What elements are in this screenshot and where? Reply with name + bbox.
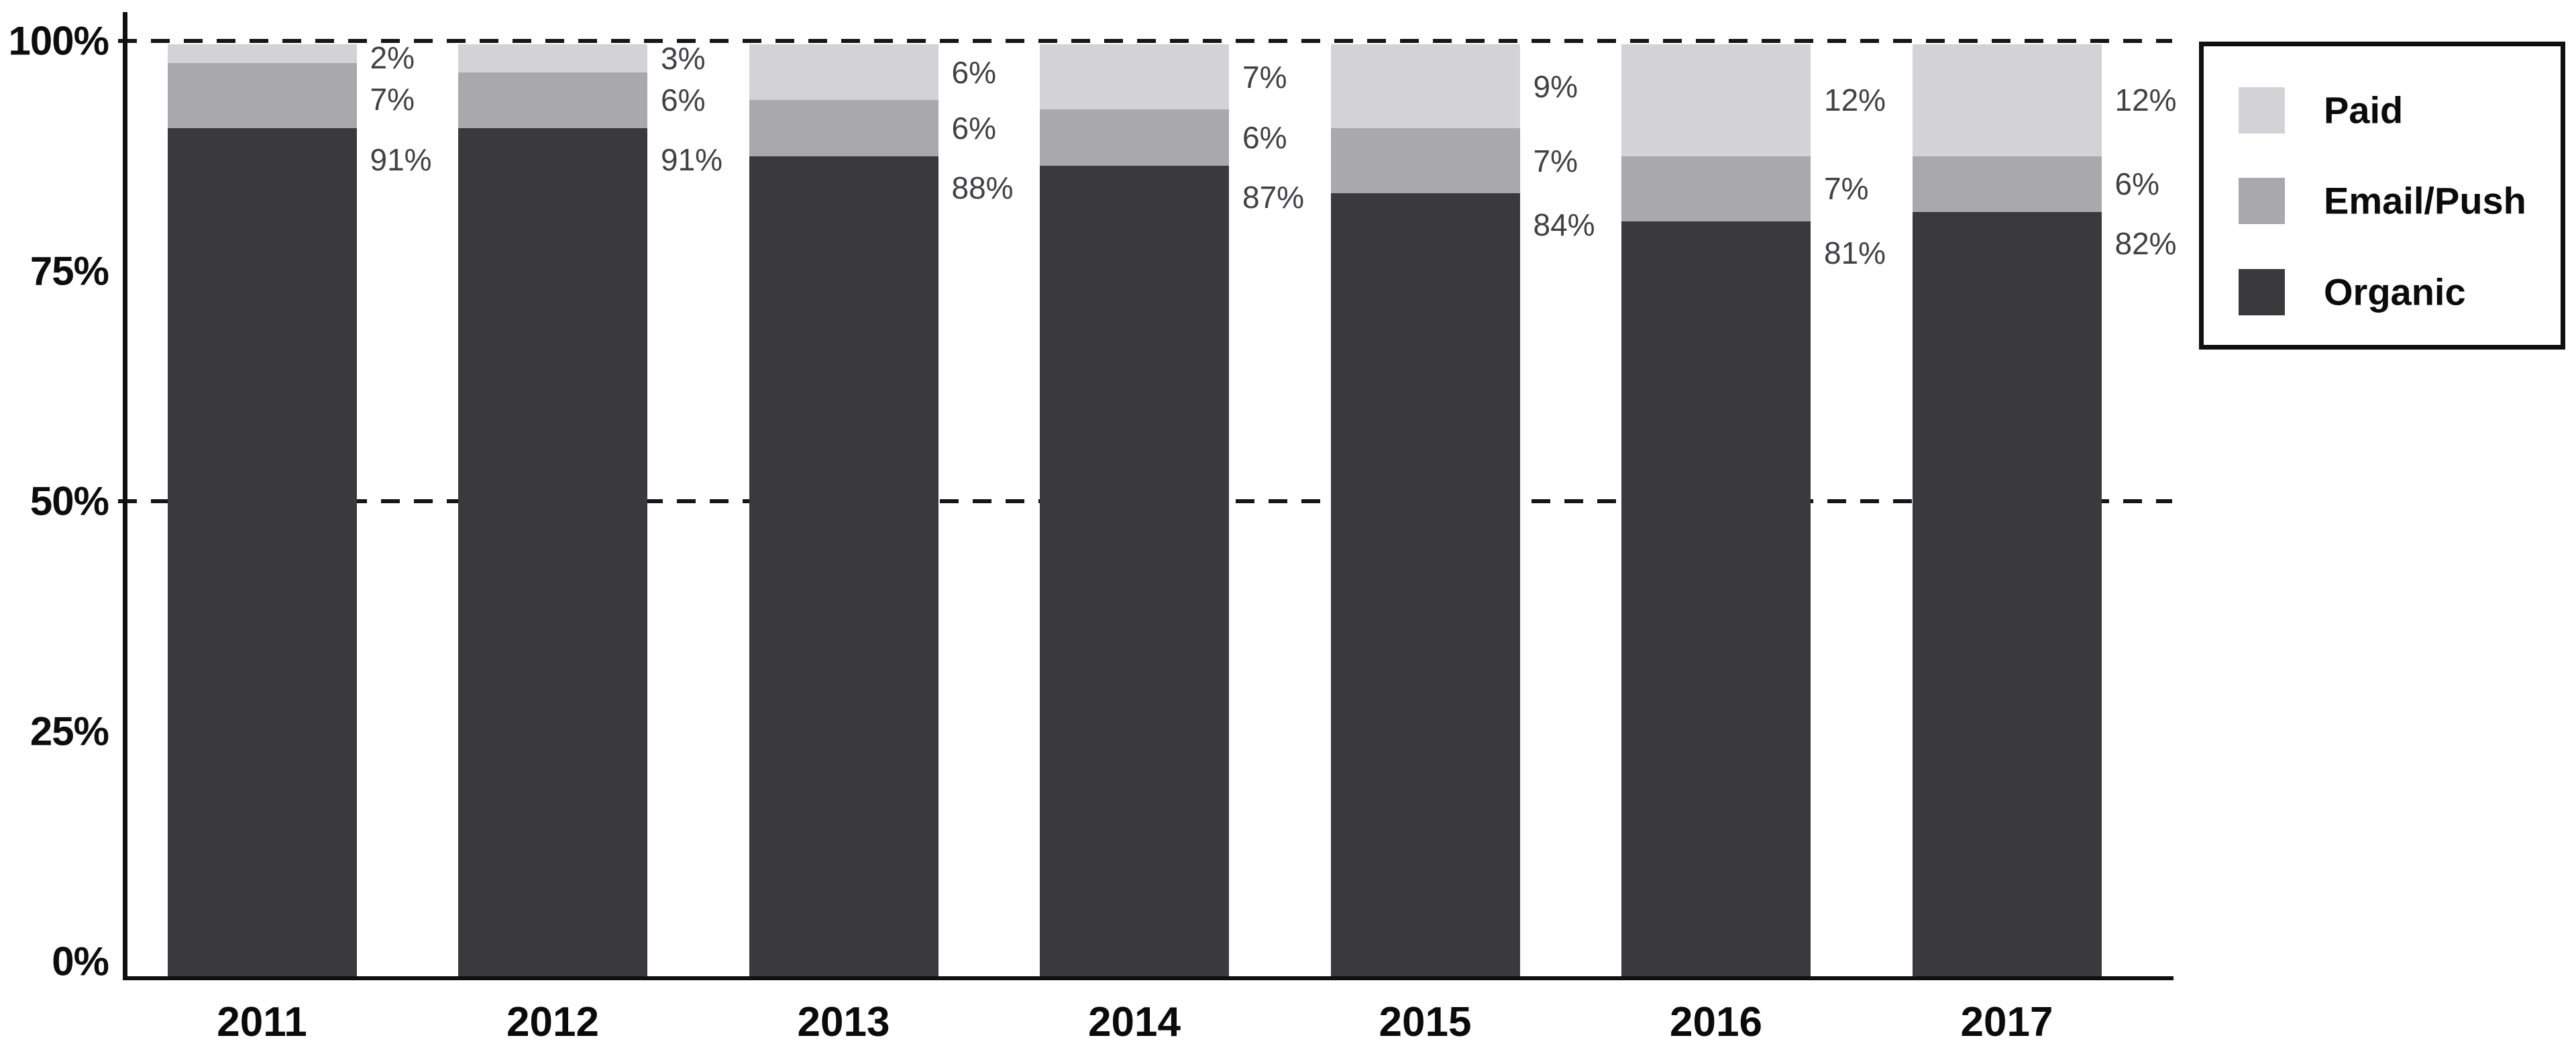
bar-segment-organic-2016 — [1621, 221, 1811, 976]
y-axis-line — [123, 12, 127, 980]
bar-segment-email-push-2014 — [1040, 109, 1229, 166]
bar-segment-organic-2012 — [458, 128, 647, 976]
bar-segment-email-push-2011 — [167, 62, 357, 128]
value-label-2013-paid: 6% — [951, 54, 996, 90]
value-label-2015-paid: 9% — [1533, 68, 1578, 104]
bar-segment-organic-2011 — [167, 128, 357, 976]
value-label-2015-email-push: 7% — [1533, 143, 1578, 178]
legend-label-paid: Paid — [2324, 89, 2404, 132]
value-label-2017-organic: 82% — [2114, 226, 2177, 262]
gridline-100pct — [118, 39, 2172, 43]
value-label-2015-organic: 84% — [1533, 207, 1595, 243]
value-label-2013-organic: 88% — [951, 170, 1014, 205]
bar-segment-paid-2012 — [458, 44, 647, 72]
value-label-2017-email-push: 6% — [2114, 166, 2159, 202]
value-label-2016-paid: 12% — [1824, 83, 1886, 118]
x-axis-label-2017: 2017 — [1960, 999, 2053, 1045]
bar-segment-paid-2017 — [1912, 44, 2102, 156]
value-label-2014-organic: 87% — [1242, 179, 1305, 215]
bar-segment-email-push-2012 — [458, 72, 647, 128]
bar-segment-email-push-2013 — [749, 100, 938, 156]
value-label-2014-email-push: 6% — [1242, 119, 1287, 155]
value-label-2016-organic: 81% — [1824, 235, 1886, 270]
value-label-2011-paid: 2% — [370, 40, 415, 75]
y-axis-label: 100% — [8, 18, 109, 64]
bar-segment-paid-2016 — [1621, 44, 1811, 156]
x-axis-label-2011: 2011 — [217, 999, 307, 1045]
value-label-2011-email-push: 7% — [370, 82, 415, 117]
value-label-2017-paid: 12% — [2114, 83, 2177, 118]
y-axis-label: 50% — [30, 478, 109, 524]
y-axis-label: 75% — [30, 248, 109, 294]
bar-segment-paid-2013 — [749, 44, 938, 101]
value-label-2014-paid: 7% — [1242, 59, 1287, 95]
bar-segment-organic-2015 — [1330, 193, 1520, 976]
bar-segment-paid-2011 — [167, 44, 357, 63]
x-axis-label-2013: 2013 — [797, 999, 890, 1045]
y-axis-label: 25% — [30, 709, 109, 754]
value-label-2012-organic: 91% — [661, 142, 723, 177]
bar-segment-organic-2013 — [749, 156, 938, 976]
value-label-2011-organic: 91% — [370, 142, 432, 177]
legend-label-email-push: Email/Push — [2324, 179, 2526, 222]
bar-segment-email-push-2016 — [1621, 156, 1811, 221]
bar-segment-organic-2017 — [1912, 212, 2102, 976]
value-label-2016-email-push: 7% — [1824, 171, 1869, 207]
value-label-2012-paid: 3% — [661, 40, 706, 76]
bar-segment-email-push-2017 — [1912, 156, 2102, 212]
legend-swatch-paid — [2239, 87, 2285, 134]
legend-label-organic: Organic — [2324, 270, 2466, 313]
x-axis-label-2014: 2014 — [1088, 999, 1181, 1045]
bar-segment-paid-2014 — [1040, 44, 1229, 110]
x-axis-baseline — [123, 976, 2174, 980]
bar-segment-organic-2014 — [1040, 165, 1229, 976]
value-label-2013-email-push: 6% — [951, 111, 996, 146]
bar-segment-paid-2015 — [1330, 44, 1520, 128]
legend-swatch-organic — [2239, 268, 2285, 315]
x-axis-label-2012: 2012 — [506, 999, 599, 1045]
legend-swatch-email-push — [2239, 177, 2285, 224]
x-axis-label-2016: 2016 — [1670, 999, 1762, 1045]
value-label-2012-email-push: 6% — [661, 83, 706, 118]
y-axis-label: 0% — [52, 939, 109, 984]
bar-segment-email-push-2015 — [1330, 128, 1520, 194]
x-axis-label-2015: 2015 — [1379, 999, 1472, 1045]
